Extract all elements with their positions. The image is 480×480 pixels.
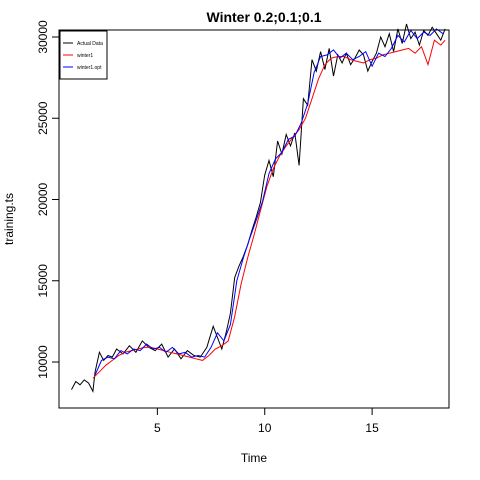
x-tick-label: 15 [365, 421, 379, 435]
plot-frame [59, 30, 449, 408]
series-layer [72, 24, 446, 391]
x-tick-label: 5 [154, 421, 161, 435]
y-tick-label: 25000 [36, 101, 50, 135]
legend-label: Actual Data [77, 41, 103, 47]
x-tick-label: 10 [258, 421, 272, 435]
y-tick-label: 10000 [36, 345, 50, 379]
x-axis-label: Time [241, 451, 268, 465]
series-line-winter1 [93, 40, 445, 378]
y-axis-label: training.ts [2, 193, 16, 245]
x-axis: 5 10 15 [154, 408, 379, 435]
y-axis: 10000 15000 20000 25000 30000 [36, 20, 59, 379]
chart-title: Winter 0.2;0.1;0.1 [206, 9, 321, 25]
series-line-actual-data [72, 24, 446, 391]
legend-label: winter1 [77, 53, 93, 59]
y-tick-label: 20000 [36, 182, 50, 216]
legend-label: winter1.opt [77, 65, 102, 71]
legend: Actual Data winter1 winter1.opt [60, 31, 107, 79]
series-line-winter1-opt [95, 29, 443, 375]
y-tick-label: 30000 [36, 20, 50, 54]
y-tick-label: 15000 [36, 264, 50, 298]
